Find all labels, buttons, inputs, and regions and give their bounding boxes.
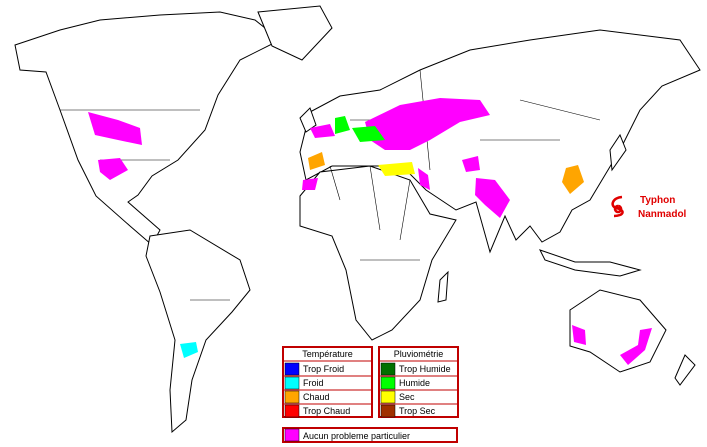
madagascar: [437, 270, 449, 303]
legend-label: Froid: [303, 378, 324, 388]
legend-swatch: [380, 376, 396, 390]
region: [335, 116, 350, 134]
indonesia: [539, 249, 642, 277]
legend-label: Trop Froid: [303, 364, 344, 374]
legend-label: Trop Humide: [399, 364, 451, 374]
region: [418, 168, 430, 190]
legend-swatch: [380, 404, 396, 418]
continents: [14, 5, 701, 434]
legend-swatch: [380, 390, 396, 404]
legend-label: Aucun probleme particulier: [303, 431, 410, 441]
annotation-line: Nanmadol: [638, 209, 687, 220]
region: [462, 156, 480, 172]
legend-swatch: [380, 362, 396, 376]
region: [475, 178, 510, 218]
legend-title: Pluviométrie: [394, 349, 444, 359]
great-britain: [299, 107, 317, 133]
legends: Température Trop Froid Froid Chaud Trop Chau…: [282, 346, 459, 443]
legend-box: [282, 427, 458, 443]
region: [302, 178, 318, 190]
legend-swatch: [284, 404, 300, 418]
legend-label: Chaud: [303, 392, 330, 402]
legend-label: Trop Sec: [399, 406, 436, 416]
annotation-line: Typhon: [640, 195, 675, 206]
legend-swatch: [284, 362, 300, 376]
region: [620, 328, 652, 365]
legend-swatch: [284, 376, 300, 390]
typhoon-symbol: [611, 195, 624, 218]
new-zealand: [674, 354, 696, 386]
japan: [609, 133, 627, 172]
legend-label: Trop Chaud: [303, 406, 350, 416]
legend-swatch: [284, 390, 300, 404]
region: [365, 98, 490, 150]
region: [310, 124, 335, 138]
region: [562, 165, 584, 194]
legend-label: Sec: [399, 392, 415, 402]
legend-title: Température: [302, 349, 353, 359]
region: [98, 158, 128, 180]
region: [378, 162, 415, 176]
region: [352, 126, 385, 142]
south-america: [145, 229, 251, 434]
legend-label: Humide: [399, 378, 430, 388]
greenland: [257, 5, 333, 61]
region: [88, 112, 142, 145]
regions: [88, 98, 652, 365]
region: [572, 325, 586, 345]
typhoon-icon: [611, 195, 624, 218]
region: [308, 152, 325, 170]
region: [180, 342, 198, 358]
legend-swatch: [284, 428, 300, 442]
north-america: [14, 11, 281, 246]
